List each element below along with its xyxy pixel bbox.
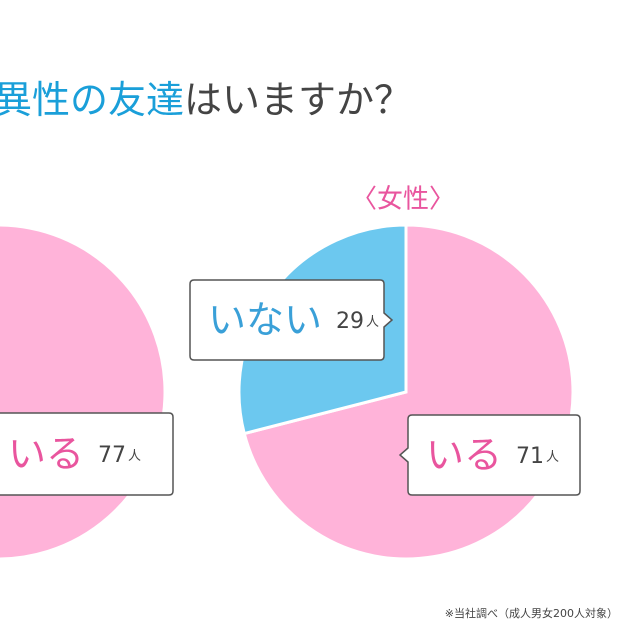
callout-box [189,279,394,361]
callout-label: いる 77 人 [8,432,141,476]
title-highlight: 異性の友達 [0,78,184,122]
value-label: 29 [336,309,364,334]
footnote: ※当社調べ（成人男女200人対象） [445,606,618,620]
title-rest: はいますか？ [184,78,412,122]
category-label: いる [426,433,502,477]
callout-label: いる 71 人 [426,433,559,477]
value-label: 77 [98,443,126,468]
callout-label: いない 29 人 [208,298,379,342]
unit-label: 人 [128,449,141,464]
callout-box [0,412,174,496]
value-label: 71 [516,444,544,469]
callout-box [398,414,581,496]
pie-slice [0,223,167,561]
chart-title: 〈女性〉 [351,185,455,215]
category-label: いない [208,298,322,342]
unit-label: 人 [366,315,379,330]
category-label: いる [8,432,84,476]
title: 異性の友達はいますか？ [0,78,412,122]
unit-label: 人 [546,450,559,465]
